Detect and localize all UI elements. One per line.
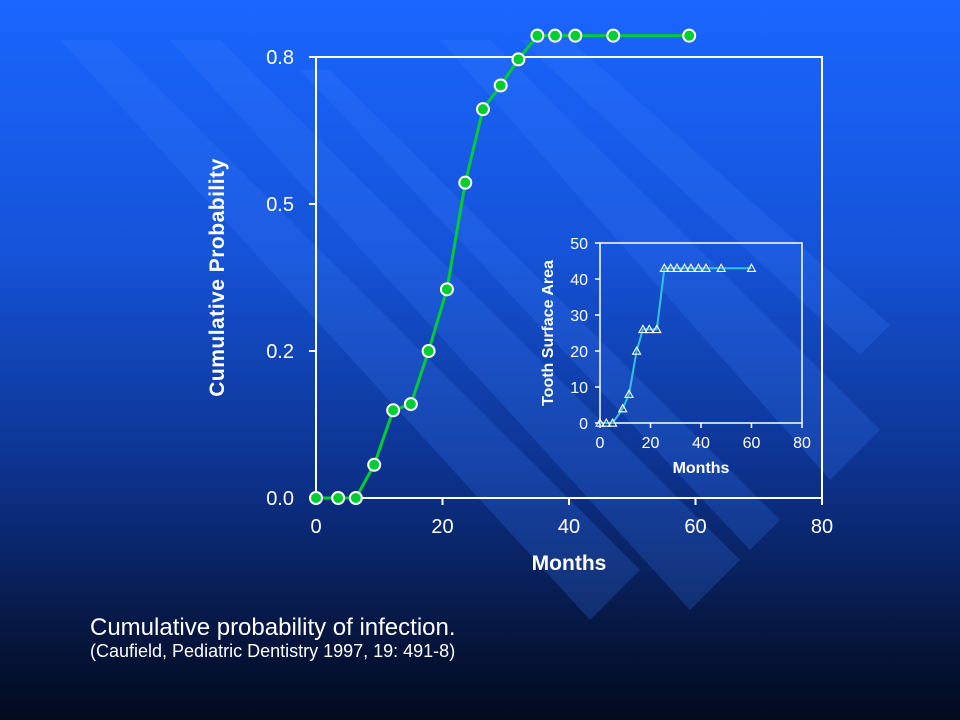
inset-data-point: [659, 263, 670, 272]
inset-y-tick-label: 20: [570, 344, 588, 361]
main-data-point: [511, 52, 526, 67]
inset-y-tick-label: 30: [570, 308, 588, 325]
background-diagonal-bands: [60, 40, 890, 620]
inset-data-point: [672, 263, 682, 272]
inset-y-tick-label: 50: [570, 236, 588, 253]
main-y-tick-label: 0.0: [266, 488, 294, 510]
main-x-axis-title: Months: [532, 552, 607, 575]
inset-chart: 0 20 40 60 80 0 10 20 30 40 50 Months Tooth Surface …: [540, 236, 811, 477]
main-data-point: [548, 28, 563, 43]
inset-y-tick-label: 40: [570, 272, 588, 289]
main-data-point: [421, 344, 436, 358]
main-data-point: [386, 403, 401, 418]
inset-x-tick-label: 40: [692, 435, 710, 452]
caption-citation: (Caufield, Pediatric Dentistry 1997, 19:…: [90, 641, 456, 661]
main-y-tick-label: 0.2: [266, 341, 294, 363]
inset-x-tick-label: 80: [793, 435, 811, 452]
caption-title: Cumulative probability of infection.: [90, 614, 456, 641]
inset-data-point: [631, 345, 642, 355]
main-data-point: [458, 175, 473, 190]
inset-x-tick-label: 60: [743, 435, 761, 452]
main-data-point: [367, 457, 382, 472]
inset-data-point: [685, 263, 696, 272]
main-data-point: [439, 282, 454, 297]
main-data-point: [403, 397, 418, 412]
inset-series-line: [600, 267, 752, 424]
main-y-tick-label: 0.8: [266, 47, 294, 69]
main-data-point: [475, 102, 490, 117]
main-chart: 0 20 40 60 80 0.0 0.2 0.5 0.8 Months Cumulative Pr…: [206, 28, 833, 575]
inset-data-point: [746, 263, 757, 272]
main-x-tick-label: 80: [811, 516, 833, 538]
inset-data-point: [637, 324, 648, 334]
main-x-tick-label: 40: [558, 516, 580, 538]
inset-data-point: [679, 263, 690, 272]
inset-x-axis-title: Months: [673, 460, 730, 477]
main-data-point: [493, 78, 508, 93]
inset-data-point: [716, 263, 727, 272]
inset-x-tick-label: 0: [596, 435, 605, 452]
inset-data-point: [693, 263, 704, 272]
main-data-point: [682, 28, 697, 43]
inset-y-tick-label: 10: [570, 380, 588, 397]
main-x-tick-label: 0: [310, 516, 321, 538]
inset-x-tick-label: 20: [642, 435, 660, 452]
inset-data-point: [701, 263, 711, 272]
main-data-point: [309, 491, 323, 505]
inset-data-point: [624, 389, 634, 398]
inset-data-point: [607, 417, 618, 427]
inset-data-point: [651, 324, 662, 334]
inset-data-point: [617, 403, 628, 413]
main-x-tick-label: 60: [684, 516, 706, 538]
main-y-tick-label: 0.5: [266, 194, 294, 216]
inset-y-axis-title: Tooth Surface Area: [540, 260, 557, 406]
main-data-point: [606, 28, 621, 43]
main-data-point: [568, 28, 583, 43]
main-data-point: [530, 28, 545, 43]
inset-data-point: [644, 324, 655, 334]
main-x-tick-label: 20: [431, 516, 453, 538]
main-y-axis-title: Cumulative Probability: [206, 158, 229, 397]
main-data-point: [331, 491, 346, 505]
inset-data-point: [665, 263, 676, 272]
inset-y-tick-label: 0: [579, 416, 588, 433]
inset-data-point: [595, 417, 605, 427]
main-data-point: [348, 491, 363, 505]
inset-data-point: [601, 417, 612, 427]
